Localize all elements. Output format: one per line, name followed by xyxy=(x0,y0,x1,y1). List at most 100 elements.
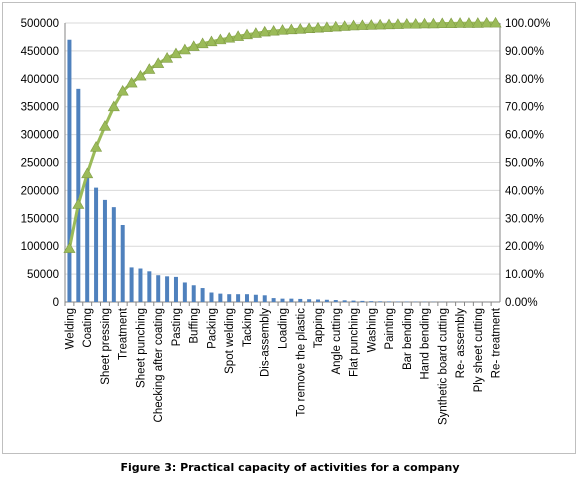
line-marker xyxy=(338,20,351,31)
line-marker xyxy=(161,52,174,63)
line-marker xyxy=(125,76,138,88)
bar xyxy=(76,88,81,303)
x-tick-label: Sheet pressing xyxy=(100,308,112,385)
line-marker xyxy=(134,69,147,81)
line-marker xyxy=(489,16,502,28)
line-marker xyxy=(187,40,200,51)
x-tick-label: Ply sheet cutting xyxy=(473,308,485,392)
line-marker xyxy=(303,22,316,34)
y-right-tick-label: 80.00% xyxy=(505,74,544,86)
y-left-tick-label: 200000 xyxy=(21,185,59,197)
x-tick-label: Coating xyxy=(82,308,94,348)
line-marker xyxy=(72,198,85,209)
bar xyxy=(316,299,321,302)
y-left-tick-label: 450000 xyxy=(21,46,59,58)
bar xyxy=(227,294,232,302)
x-tick-label: Buffing xyxy=(189,308,201,344)
bar xyxy=(236,294,241,302)
bar xyxy=(129,267,134,302)
line-marker xyxy=(214,33,227,45)
x-tick-label: Pasting xyxy=(171,308,183,346)
bar xyxy=(218,293,223,302)
x-tick-label: Tacking xyxy=(242,308,254,347)
cumulative-line xyxy=(67,21,496,249)
line-marker xyxy=(169,47,182,59)
bar xyxy=(102,199,107,302)
line-marker xyxy=(205,35,218,47)
x-tick-label: Angle cutting xyxy=(331,308,343,375)
line-marker xyxy=(436,17,449,28)
line-marker xyxy=(471,17,484,28)
y-right-tick-label: 90.00% xyxy=(505,46,544,58)
line-marker xyxy=(249,27,262,38)
line-marker xyxy=(143,63,156,74)
bar xyxy=(191,285,196,302)
line-marker xyxy=(276,24,289,35)
y-left-tick-label: 100000 xyxy=(21,241,59,253)
bar xyxy=(324,299,329,302)
y-right-tick-label: 50.00% xyxy=(505,158,544,170)
line-marker xyxy=(294,23,307,34)
x-tick-label: Checking after coating xyxy=(153,308,165,422)
line-marker xyxy=(356,19,369,30)
bar xyxy=(85,174,90,302)
line-marker xyxy=(107,100,120,112)
y-right-tick-label: 0.00% xyxy=(505,297,538,309)
line-marker xyxy=(258,25,271,37)
x-tick-label: Loading xyxy=(278,308,290,349)
y-right-tick-label: 10.00% xyxy=(505,269,544,281)
bar xyxy=(342,300,347,302)
x-tick-label: Sheet punching xyxy=(135,308,147,388)
bar xyxy=(209,292,214,302)
y-left-tick-label: 350000 xyxy=(21,102,59,114)
bar xyxy=(378,301,383,302)
bar xyxy=(298,298,303,302)
bar xyxy=(94,187,99,302)
line-marker xyxy=(63,242,76,253)
bar xyxy=(262,295,267,302)
bar xyxy=(147,271,152,302)
bar xyxy=(333,300,338,302)
bar xyxy=(156,275,161,302)
bar xyxy=(244,294,249,302)
y-right-tick-label: 40.00% xyxy=(505,185,544,197)
y-left-tick-label: 400000 xyxy=(21,74,59,86)
bar xyxy=(387,301,392,302)
line-marker xyxy=(152,57,165,68)
x-tick-label: Spot welding xyxy=(224,308,236,374)
y-right-tick-label: 30.00% xyxy=(505,213,544,225)
line-marker xyxy=(374,18,387,30)
chart-frame: 0 50000 100000 150000 200000 250000 300000 3500… xyxy=(2,2,576,454)
x-tick-label: Welding xyxy=(64,308,76,349)
line-marker xyxy=(98,120,111,131)
y-left-tick-label: 0 xyxy=(53,297,59,309)
line-marker xyxy=(445,17,458,28)
x-tick-label: Synthetic board cutting xyxy=(437,308,449,425)
line-marker xyxy=(223,31,236,43)
y-left-tick-label: 300000 xyxy=(21,130,59,142)
line-marker xyxy=(480,16,493,28)
y-right-tick-label: 20.00% xyxy=(505,241,544,253)
bar xyxy=(271,298,276,302)
y-right-tick-label: 70.00% xyxy=(505,102,544,114)
x-tick-label: Washing xyxy=(366,308,378,352)
line-marker xyxy=(391,18,404,29)
y-right-tick-label: 100.00% xyxy=(505,18,550,30)
y-left-tick-label: 50000 xyxy=(27,269,59,281)
bar xyxy=(67,39,72,303)
line-marker xyxy=(427,17,440,29)
line-marker xyxy=(462,17,475,28)
bar xyxy=(289,298,294,302)
line-marker xyxy=(365,19,378,30)
x-tick-label: Bar bending xyxy=(402,308,414,370)
x-tick-label: Hand bending xyxy=(420,308,432,380)
y-right-tick-label: 60.00% xyxy=(505,130,544,142)
bar xyxy=(138,268,143,302)
x-tick-label: Treatment xyxy=(118,307,130,360)
line-marker xyxy=(267,24,280,36)
bar xyxy=(200,288,205,302)
line-marker xyxy=(311,21,325,33)
x-tick-label: Dis-assembly xyxy=(260,308,272,377)
bar xyxy=(280,298,285,302)
line-marker xyxy=(232,30,245,41)
